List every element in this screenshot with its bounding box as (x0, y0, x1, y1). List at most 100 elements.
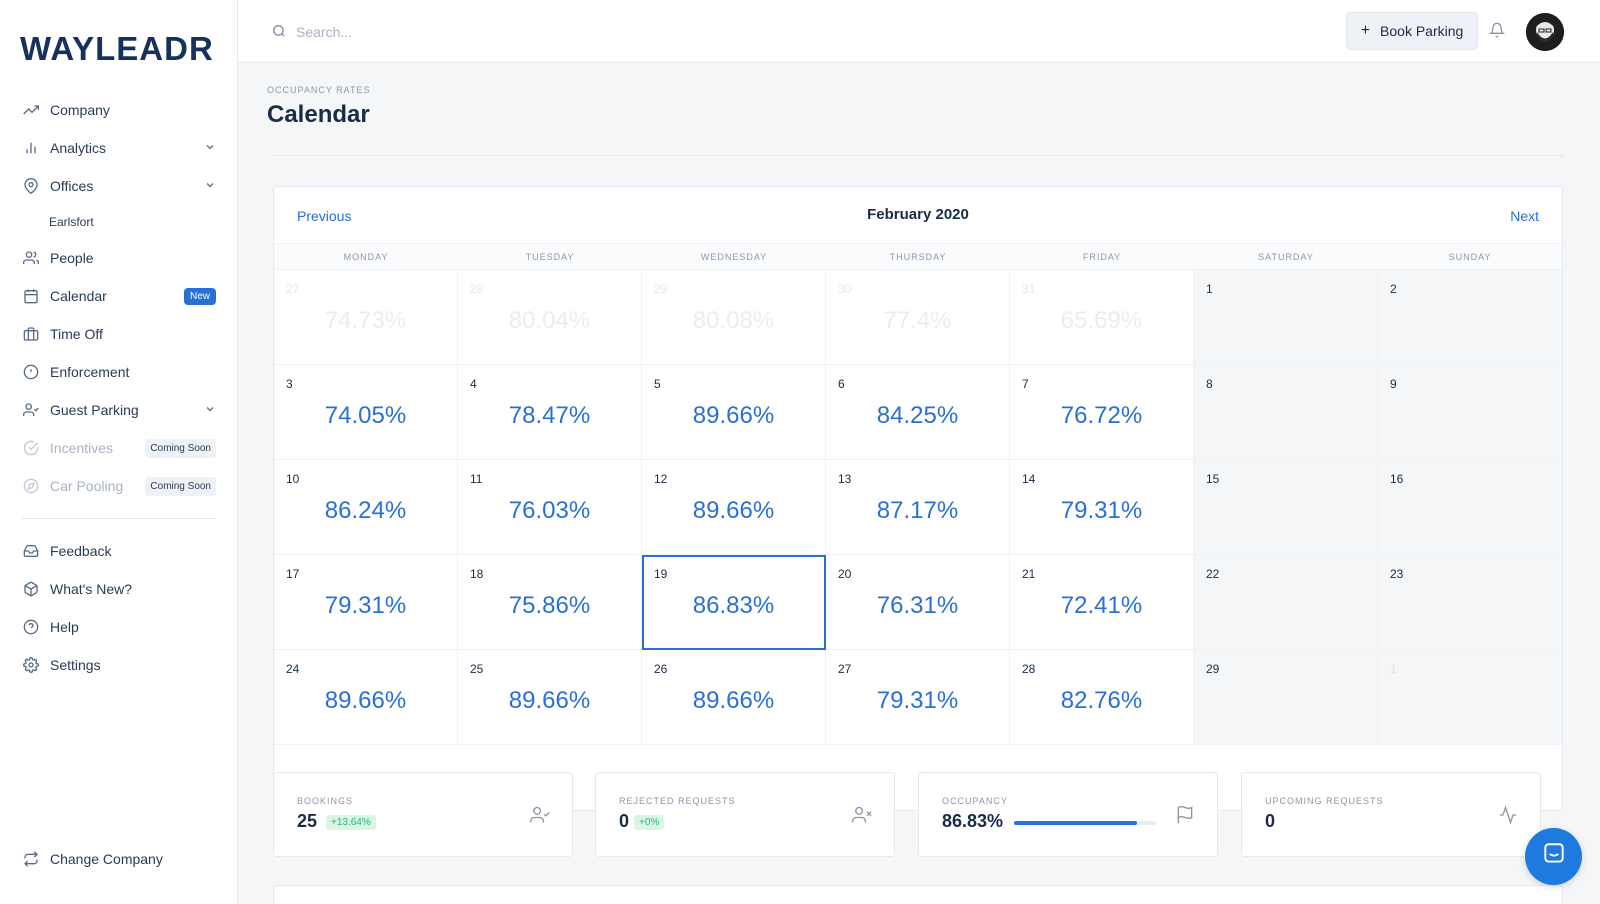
bottom-panel (273, 885, 1563, 904)
calendar-day-cell[interactable]: 31 65.69% (1010, 270, 1194, 365)
day-number: 29 (654, 282, 668, 296)
change-company-button[interactable]: Change Company (0, 840, 238, 878)
sidebar-item-enforcement[interactable]: Enforcement (0, 353, 238, 391)
calendar-day-cell[interactable]: 15 (1194, 460, 1378, 555)
sidebar-item-label: People (50, 250, 94, 266)
day-number: 12 (654, 472, 668, 486)
calendar-day-cell[interactable]: 9 (1378, 365, 1562, 460)
previous-month-link[interactable]: Previous (297, 208, 352, 224)
sidebar-item-incentives: Incentives Coming Soon (0, 429, 238, 467)
plus-icon: + (1360, 22, 1371, 39)
sidebar-item-people[interactable]: People (0, 239, 238, 277)
sidebar-item-label: Incentives (50, 440, 114, 456)
sidebar-item-time-off[interactable]: Time Off (0, 315, 238, 353)
calendar-day-cell[interactable]: 7 76.72% (1010, 365, 1194, 460)
calendar-day-cell[interactable]: 29 80.08% (642, 270, 826, 365)
calendar-day-cell[interactable]: 1 (1378, 650, 1562, 745)
calendar-day-cell[interactable]: 23 (1378, 555, 1562, 650)
calendar-day-cell[interactable]: 21 72.41% (1010, 555, 1194, 650)
calendar-day-cell[interactable]: 11 76.03% (458, 460, 642, 555)
page-eyebrow: OCCUPANCY RATES (267, 85, 371, 95)
sidebar-item-help[interactable]: Help (0, 608, 238, 646)
calendar-day-cell[interactable]: 2 (1378, 270, 1562, 365)
occupancy-percentage: 82.76% (1060, 687, 1143, 714)
occupancy-percentage: 80.04% (508, 307, 591, 334)
bar-chart-icon (22, 139, 40, 157)
book-parking-button[interactable]: + Book Parking (1346, 12, 1478, 50)
calendar-day-cell[interactable]: 6 84.25% (826, 365, 1010, 460)
calendar-day-cell[interactable]: 19 86.83% (642, 555, 826, 650)
calendar-day-cell[interactable]: 12 89.66% (642, 460, 826, 555)
change-company-label: Change Company (50, 851, 163, 867)
wayleadr-logo[interactable]: WAYLEADR (20, 30, 214, 67)
next-month-link[interactable]: Next (1510, 208, 1539, 224)
day-number: 7 (1022, 377, 1029, 391)
calendar-day-cell[interactable]: 3 74.05% (274, 365, 458, 460)
calendar-day-cell[interactable]: 28 82.76% (1010, 650, 1194, 745)
chevron-down-icon[interactable] (204, 402, 216, 418)
repeat-icon (22, 850, 40, 868)
sidebar-item-settings[interactable]: Settings (0, 646, 238, 684)
calendar-day-cell[interactable]: 28 80.04% (458, 270, 642, 365)
day-number: 29 (1206, 662, 1220, 676)
calendar-day-cell[interactable]: 24 89.66% (274, 650, 458, 745)
calendar-day-cell[interactable]: 22 (1194, 555, 1378, 650)
weekday-label: MONDAY (343, 251, 389, 262)
calendar-day-cell[interactable]: 5 89.66% (642, 365, 826, 460)
sidebar-item-guest-parking[interactable]: Guest Parking (0, 391, 238, 429)
compass-icon (22, 477, 40, 495)
sidebar-item-offices[interactable]: Offices (0, 167, 238, 205)
calendar-day-cell[interactable]: 1 (1194, 270, 1378, 365)
calendar-day-cell[interactable]: 16 (1378, 460, 1562, 555)
calendar-day-cell[interactable]: 18 75.86% (458, 555, 642, 650)
bell-icon[interactable] (1488, 22, 1506, 43)
avatar[interactable] (1526, 13, 1564, 51)
calendar-day-cell[interactable]: 27 74.73% (274, 270, 458, 365)
sidebar-item-label: Calendar (50, 288, 107, 304)
chevron-down-icon[interactable] (204, 178, 216, 194)
calendar-day-cell[interactable]: 20 76.31% (826, 555, 1010, 650)
month-title: February 2020 (867, 206, 969, 223)
day-number: 1 (1390, 662, 1397, 676)
day-number: 23 (1390, 567, 1404, 581)
calendar-day-cell[interactable]: 4 78.47% (458, 365, 642, 460)
topbar: + Book Parking (238, 0, 1600, 63)
occupancy-percentage: 77.4% (883, 307, 952, 334)
day-number: 28 (470, 282, 484, 296)
book-parking-label: Book Parking (1380, 23, 1464, 39)
chat-launcher-button[interactable] (1525, 828, 1582, 885)
calendar-day-cell[interactable]: 17 79.31% (274, 555, 458, 650)
calendar-day-cell[interactable]: 14 79.31% (1010, 460, 1194, 555)
search-input[interactable] (296, 20, 696, 44)
sidebar-item-label: Company (50, 102, 110, 118)
occupancy-percentage: 86.24% (324, 497, 407, 524)
sidebar-subitem-earlsfort[interactable]: Earlsfort (49, 215, 94, 229)
bookings-stat-card: BOOKINGS 25 +13.64% (273, 772, 573, 857)
calendar-day-cell[interactable]: 10 86.24% (274, 460, 458, 555)
occupancy-percentage: 89.66% (692, 402, 775, 429)
sidebar-item-analytics[interactable]: Analytics (0, 129, 238, 167)
settings-icon (22, 656, 40, 674)
chevron-down-icon[interactable] (204, 140, 216, 156)
calendar-day-cell[interactable]: 27 79.31% (826, 650, 1010, 745)
calendar-day-cell[interactable]: 25 89.66% (458, 650, 642, 745)
flag-icon (1175, 805, 1195, 830)
sidebar-item-label: Help (50, 619, 79, 635)
stat-value: 86.83% (942, 811, 1004, 831)
weekday-label: TUESDAY (525, 251, 575, 262)
day-number: 8 (1206, 377, 1213, 391)
occupancy-percentage: 86.83% (692, 592, 775, 619)
stat-value: 25 (297, 811, 318, 831)
weekday-label: SUNDAY (1448, 251, 1492, 262)
stat-delta-badge: +0% (634, 815, 665, 830)
calendar-day-cell[interactable]: 8 (1194, 365, 1378, 460)
sidebar-item-feedback[interactable]: Feedback (0, 532, 238, 570)
calendar-day-cell[interactable]: 26 89.66% (642, 650, 826, 745)
calendar-day-cell[interactable]: 13 87.17% (826, 460, 1010, 555)
sidebar-item-company[interactable]: Company (0, 91, 238, 129)
sidebar-item-whats-new[interactable]: What's New? (0, 570, 238, 608)
sidebar-item-calendar[interactable]: Calendar New (0, 277, 238, 315)
calendar-day-cell[interactable]: 30 77.4% (826, 270, 1010, 365)
day-number: 9 (1390, 377, 1397, 391)
calendar-day-cell[interactable]: 29 (1194, 650, 1378, 745)
